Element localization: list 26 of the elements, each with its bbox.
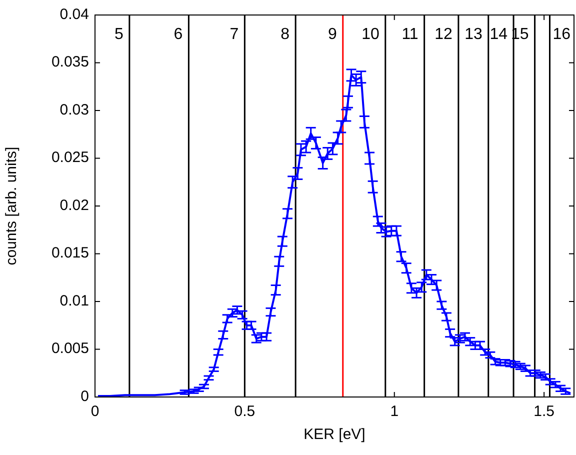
x-tick-label: 0 [90,403,100,420]
annotation: 14 [490,26,508,44]
x-axis-title: KER [eV] [304,426,366,443]
y-tick-label: 0.03 [60,101,89,118]
y-tick-label: 0.01 [60,292,89,310]
y-tick-label: 0.015 [51,244,89,262]
annotation: 12 [434,26,453,44]
annotation: 8 [280,26,290,44]
annotation: 9 [328,26,337,44]
y-tick-label: 0.02 [60,196,89,214]
annotation: 7 [230,26,239,44]
y-axis-title: counts [arb. units] [3,146,20,266]
annotation: 6 [174,26,183,44]
x-tick-label: 0.5 [234,403,256,420]
x-tick-label: 1 [390,403,399,420]
annotation: 5 [114,26,124,44]
y-tick-label: 0.04 [60,6,89,23]
annotation: 11 [402,26,418,44]
y-tick-label: 0 [80,388,89,405]
x-tick-label: 1.5 [534,403,554,420]
y-tick-label: 0.005 [51,340,89,358]
annotation: 10 [362,26,380,44]
annotation: 16 [552,26,571,44]
y-tick-label: 0.025 [51,149,89,166]
annotation: 13 [464,26,482,44]
y-tick-label: 0.035 [51,54,89,71]
